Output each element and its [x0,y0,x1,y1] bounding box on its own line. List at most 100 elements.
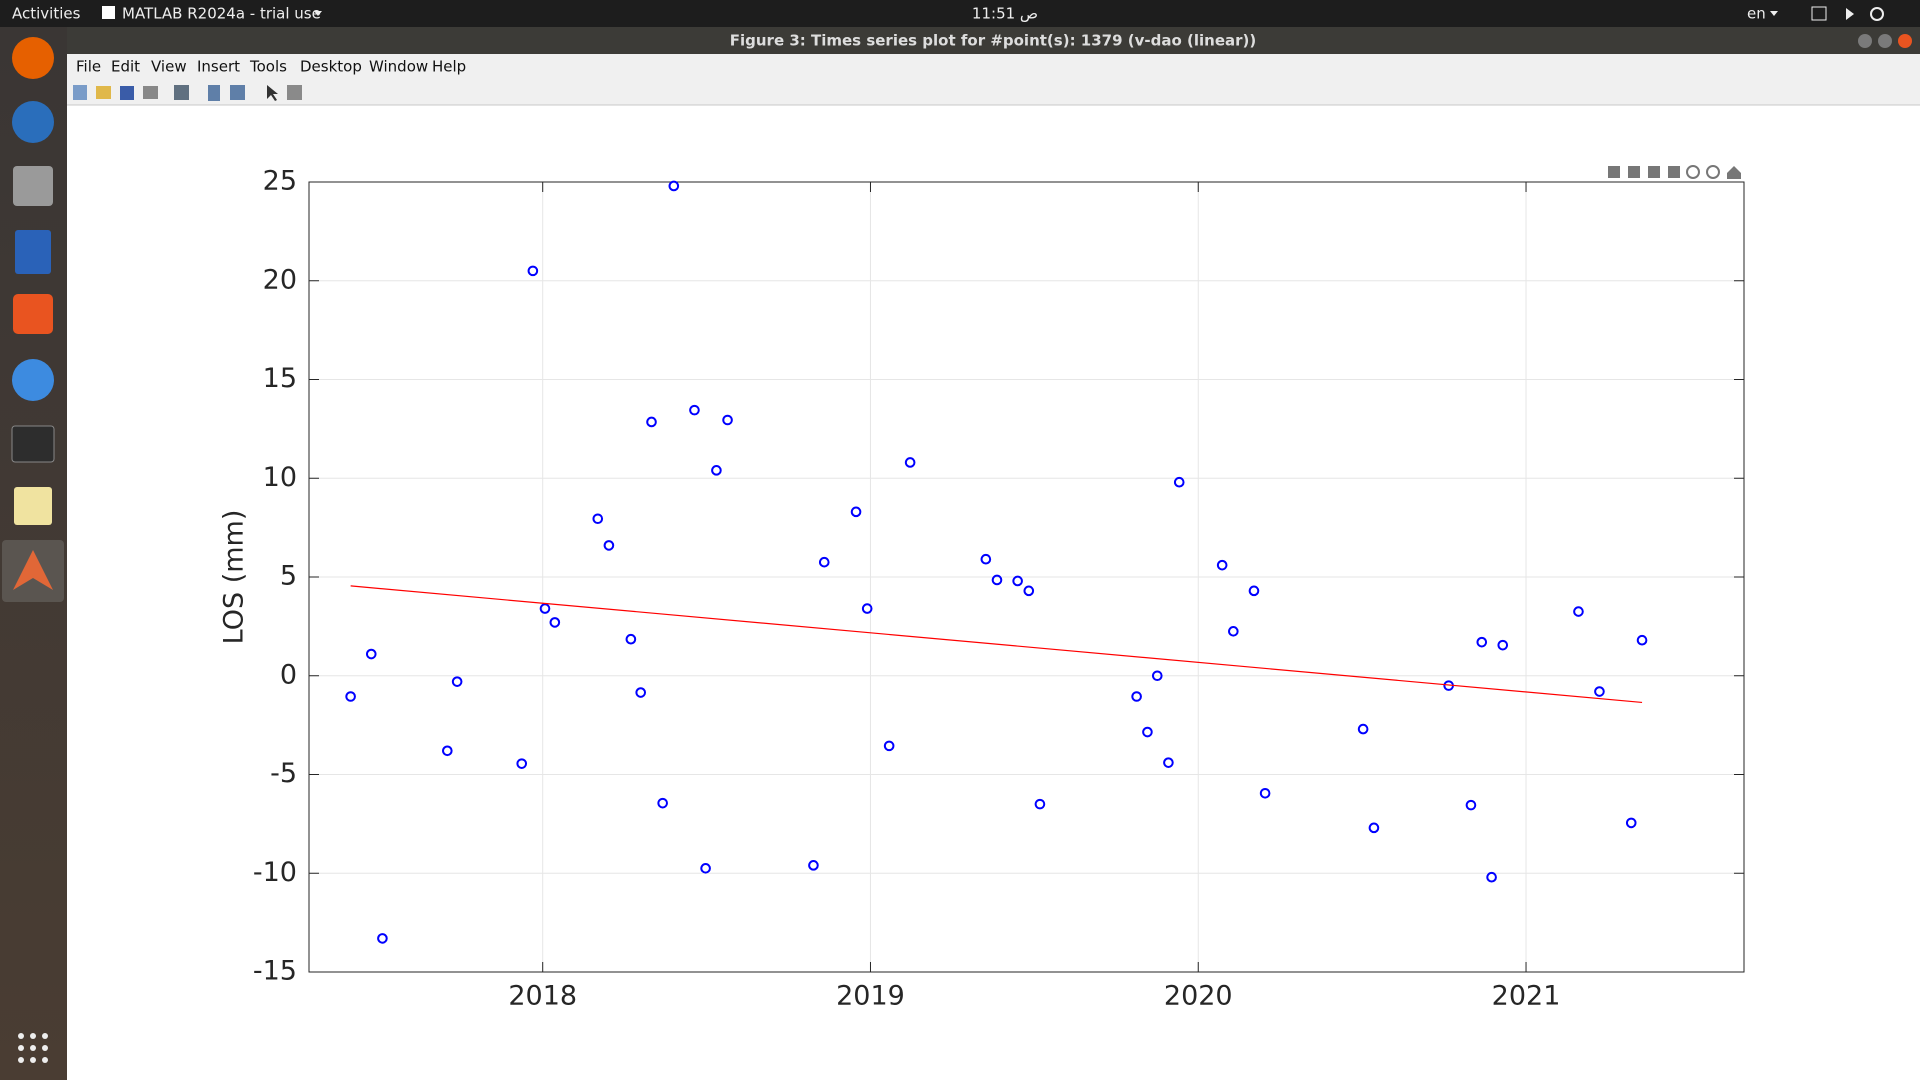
scatter-point [1465,799,1477,811]
y-tick-label: -5 [270,758,297,789]
menu-item[interactable]: File [76,58,101,76]
menu-item[interactable]: Help [432,58,466,76]
scatter-point [904,457,916,468]
scatter-point [1497,639,1509,651]
edit-plot-button[interactable] [267,85,278,101]
scatter-point [1248,585,1260,597]
scatter-point [1173,476,1185,488]
y-tick-label: 5 [280,561,297,592]
open-button[interactable] [96,86,111,99]
scatter-point [1216,559,1228,571]
volume-icon[interactable] [1846,8,1854,20]
scatter-point [657,797,668,809]
scatter-point [549,617,561,628]
y-tick-label: -10 [253,857,297,888]
menu-toolbar-bg [67,54,1920,105]
legend-button[interactable] [230,85,245,100]
language[interactable]: en [1747,5,1766,23]
files-icon[interactable] [13,166,53,206]
menu-item[interactable]: Window [369,58,428,76]
scatter-point [980,553,992,565]
new-button[interactable] [73,85,87,100]
y-tick-label: 15 [263,363,297,394]
trend-line [350,585,1643,704]
axes-box [308,181,1745,973]
help-icon[interactable] [12,359,54,401]
thunderbird-icon[interactable] [12,101,54,143]
scatter-point [1259,787,1271,799]
scatter-point [1486,871,1497,883]
power-icon[interactable] [1870,7,1884,21]
app-grid[interactable] [18,1033,48,1063]
scatter-point [808,860,819,871]
x-tick-label: 2020 [1164,981,1233,1012]
minimize-button[interactable] [1858,34,1872,48]
menu-item[interactable]: Desktop [300,58,362,76]
app-menu-arrow [314,11,322,16]
zoom-out-button[interactable] [1706,165,1720,179]
maximize-button[interactable] [1878,34,1892,48]
scatter-point [668,180,680,192]
scatter-point [850,506,862,518]
clock[interactable]: 11:51 ص [972,5,1038,23]
property-inspector-button[interactable] [287,85,302,100]
scatter-point [646,416,657,428]
scatter-point [377,933,388,944]
firefox-icon[interactable] [12,37,54,79]
menu-item[interactable]: Insert [197,58,240,76]
scatter-point [700,863,711,874]
scatter-point [1625,817,1637,829]
scatter-point [603,540,615,551]
scatter-point [442,745,453,757]
scatter-point [818,556,830,568]
scatter-point [1163,757,1174,768]
scatter-point [1151,670,1163,682]
window-title-bar [67,27,1920,54]
matlab-icon [13,550,53,590]
menu-item[interactable]: View [151,58,187,76]
y-tick-label: 0 [280,659,297,690]
scatter-point [1573,606,1584,617]
print-button[interactable] [143,86,158,99]
menu-item[interactable]: Edit [111,58,140,76]
home-button[interactable] [1727,166,1741,179]
app-menu[interactable]: MATLAB R2024a - trial use [122,5,321,23]
export-button[interactable] [1608,166,1620,178]
scatter-point [365,648,377,660]
scatter-point [1228,626,1239,637]
scatter-point [539,603,551,614]
scatter-point [516,758,528,769]
toolbar [73,85,302,101]
save-button[interactable] [120,86,134,100]
scatter-point [1476,636,1488,648]
editor-icon[interactable] [14,487,52,525]
pan-button[interactable] [1668,166,1680,178]
scatter-point [1357,723,1369,735]
scatter-point [1034,798,1046,810]
colorbar-button[interactable] [208,85,220,101]
print-preview-button[interactable] [174,85,189,100]
brush-button[interactable] [1628,166,1640,178]
y-tick-label: 10 [263,462,297,493]
software-icon[interactable] [13,294,53,334]
writer-icon[interactable] [15,230,51,274]
terminal-icon[interactable] [11,425,55,463]
x-tick-label: 2019 [836,981,905,1012]
scatter-point [345,691,356,702]
scatter-point [861,603,873,614]
network-icon[interactable] [1811,6,1827,21]
menu-item[interactable]: Tools [249,58,287,76]
close-button[interactable] [1898,34,1912,48]
axes-toolbar [1608,165,1741,179]
scatter-point [689,404,700,416]
y-tick-label: 20 [263,264,297,295]
y-tick-label: 25 [263,166,297,197]
scatter-point [592,513,604,525]
activities[interactable]: Activities [12,5,81,23]
scatter-point [1131,691,1142,702]
scatter-point [1594,686,1605,697]
scatter-point [883,740,895,752]
zoom-in-button[interactable] [1686,165,1700,179]
datatip-button[interactable] [1648,166,1660,178]
